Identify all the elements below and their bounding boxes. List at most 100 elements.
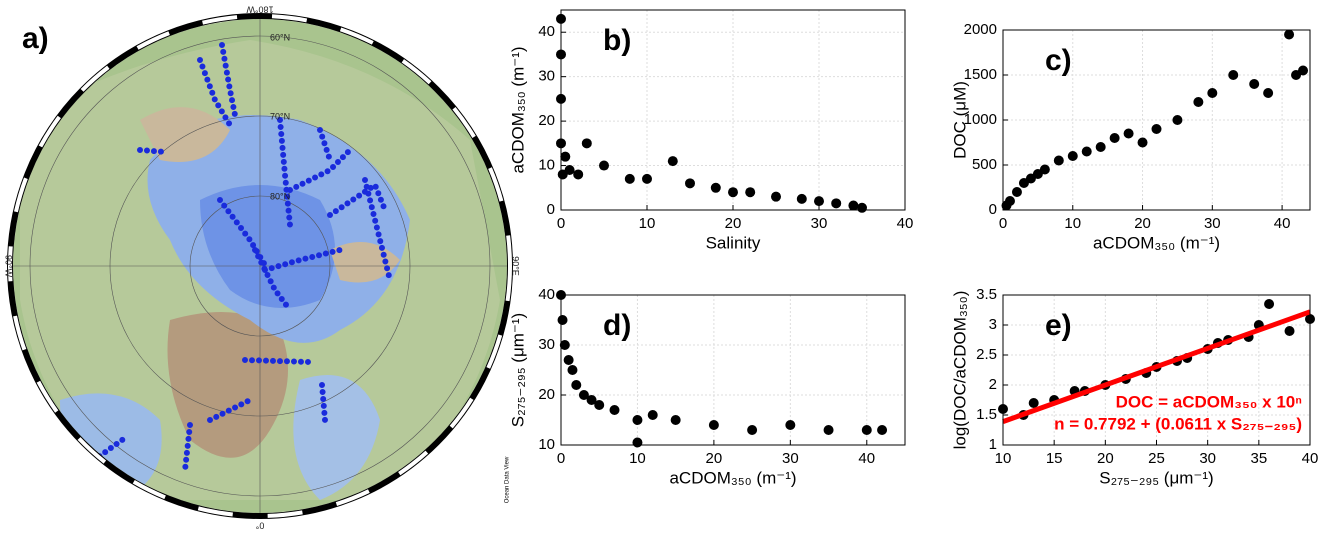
point: [594, 400, 605, 410]
y-tick-label: 1.5: [976, 406, 997, 423]
point: [1028, 398, 1039, 408]
scatter-panel: 10 15 20 25 30 35 40 1 1.5 2 2.5 3 3.5 e) S₂₇₅₋₂₉₅ (μm…: [950, 286, 1318, 488]
lon-label: 180°W: [246, 5, 274, 15]
point: [1151, 124, 1162, 134]
point: [632, 415, 643, 425]
x-tick-label: 10: [995, 450, 1012, 467]
point: [642, 173, 652, 184]
point: [1081, 146, 1092, 157]
x-tick-label: 35: [1250, 450, 1267, 467]
scatter-panel: 0 10 20 30 40 0 500 1000 1500 2000 c) aCDOM₃₅₀ (m⁻¹…: [950, 21, 1311, 252]
point: [632, 437, 643, 448]
panel-label: b): [603, 24, 631, 57]
point: [685, 178, 695, 189]
point: [708, 420, 719, 430]
point: [1137, 137, 1148, 148]
x-axis-label: aCDOM₃₅₀ (m⁻¹): [1093, 233, 1220, 252]
plot-area: [561, 295, 905, 445]
point: [573, 169, 584, 180]
y-tick-label: 1000: [964, 111, 997, 128]
point: [785, 420, 796, 430]
lat-label: 80°N: [270, 191, 290, 201]
x-tick-label: 30: [1199, 450, 1216, 467]
scatter-panel: 0 10 20 30 40 0 10 20 30 40 b) Salinity aCDOM₃₅₀ (m⁻…: [508, 9, 913, 252]
map-credit: Ocean Data View: [505, 456, 511, 503]
point: [745, 187, 756, 198]
point: [1039, 164, 1050, 175]
point: [564, 165, 575, 175]
point: [1193, 97, 1204, 107]
y-tick-label: 30: [538, 336, 555, 353]
annotation: DOC = aCDOM₃₅₀ x 10ⁿ: [1116, 392, 1302, 411]
point: [823, 425, 834, 435]
point: [1264, 299, 1275, 309]
point: [609, 405, 620, 415]
point: [1004, 196, 1015, 206]
point: [1067, 151, 1078, 161]
x-tick-label: 30: [782, 450, 799, 467]
point: [647, 410, 658, 420]
point: [586, 395, 597, 405]
point: [1207, 88, 1218, 98]
point: [563, 355, 574, 365]
panel-label: d): [603, 309, 631, 342]
x-tick-label: 20: [1134, 215, 1151, 232]
point: [1109, 133, 1120, 143]
point: [796, 193, 807, 204]
y-tick-label: 1500: [964, 66, 997, 83]
point: [581, 138, 592, 149]
axes-frame: [560, 294, 906, 446]
x-tick-label: 40: [1274, 215, 1291, 232]
annotation: n = 0.7792 + (0.0611 x S₂₇₅₋₂₉₅): [1054, 414, 1302, 433]
point: [560, 151, 571, 162]
y-tick-label: 20: [538, 112, 555, 129]
point: [624, 173, 635, 184]
panel-label: e): [1045, 309, 1072, 342]
point: [831, 198, 842, 209]
y-axis-label: log(DOC/aCDOM₃₅₀): [950, 291, 969, 450]
x-tick-label: 10: [1064, 215, 1081, 232]
point: [814, 196, 824, 207]
x-tick-label: 40: [1302, 450, 1319, 467]
axes-frame: [560, 9, 906, 211]
y-tick-label: 10: [538, 436, 555, 453]
x-tick-label: 25: [1148, 450, 1165, 467]
y-axis-label: S₂₇₅₋₂₉₅ (μm⁻¹): [508, 313, 527, 427]
y-tick-label: 20: [538, 386, 555, 403]
point: [1123, 128, 1134, 139]
point: [1228, 70, 1239, 80]
y-tick-label: 40: [538, 23, 555, 40]
y-tick-label: 3: [989, 316, 997, 333]
axes-frame: [1002, 29, 1311, 211]
lat-label: 70°N: [270, 111, 290, 121]
x-tick-label: 0: [557, 215, 565, 232]
y-tick-label: 0: [989, 201, 997, 218]
fit-line: [1002, 309, 1311, 424]
point: [1011, 187, 1022, 197]
point: [1284, 326, 1295, 336]
point: [1172, 115, 1183, 125]
x-tick-label: 10: [639, 215, 656, 232]
x-tick-label: 40: [858, 450, 875, 467]
panel-label: a): [22, 22, 49, 55]
x-tick-label: 30: [1204, 215, 1221, 232]
lat-label: 60°N: [270, 32, 290, 42]
y-tick-label: 40: [538, 286, 555, 303]
point: [1249, 79, 1260, 89]
lon-label: 0°: [255, 521, 264, 531]
x-tick-label: 0: [557, 450, 565, 467]
y-tick-label: 1: [989, 436, 997, 453]
x-tick-label: 10: [629, 450, 646, 467]
point: [667, 156, 678, 167]
y-tick-label: 2000: [964, 21, 997, 38]
x-axis-label: aCDOM₃₅₀ (m⁻¹): [669, 468, 796, 487]
x-axis-label: S₂₇₅₋₂₉₅ (μm⁻¹): [1099, 468, 1213, 487]
polar-map: a) 180°W 90°W 90°E 0° 60°N 70°N 80°N Oce…: [4, 5, 521, 531]
y-tick-label: 3.5: [976, 286, 997, 303]
y-axis-label: aCDOM₃₅₀ (m⁻¹): [508, 46, 527, 173]
point: [559, 340, 570, 350]
point: [848, 200, 859, 211]
point: [557, 315, 568, 325]
